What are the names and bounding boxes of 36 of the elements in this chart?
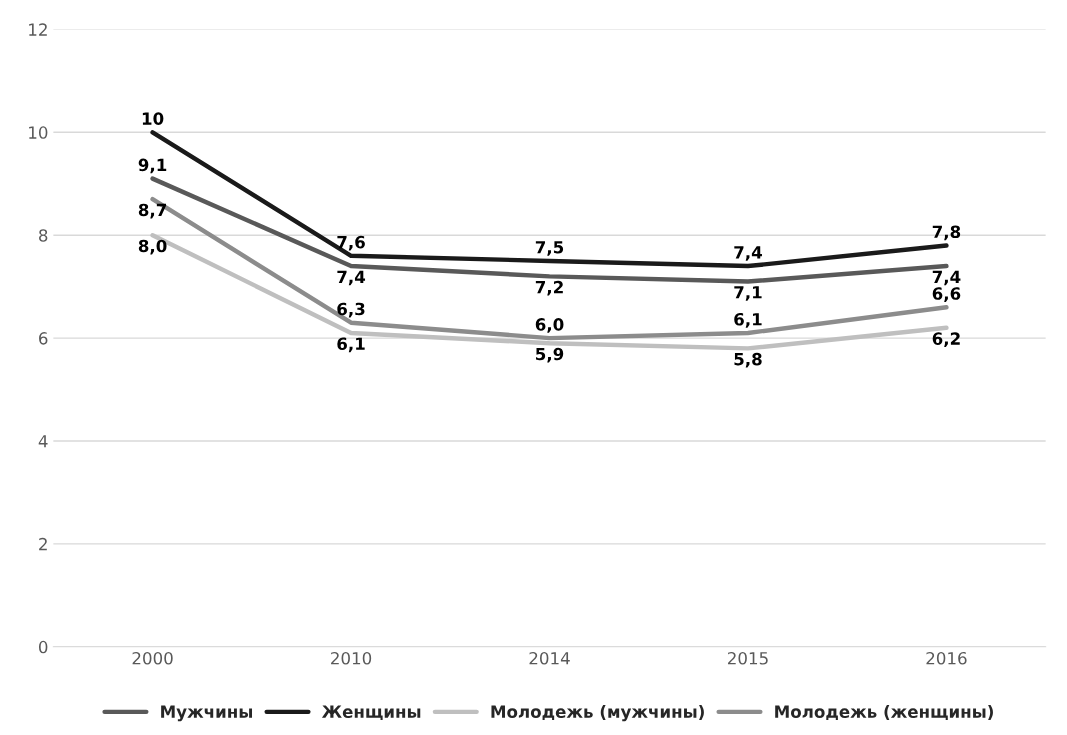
- data-label: 7,4: [932, 270, 961, 286]
- data-label: 7,1: [734, 286, 762, 301]
- data-label: 7,2: [535, 280, 563, 296]
- data-label: 7,4: [337, 270, 366, 286]
- data-label: 10: [142, 112, 164, 125]
- legend-label: Женщины: [321, 705, 421, 720]
- data-label: 9,1: [138, 158, 167, 174]
- data-label: 6,2: [932, 332, 960, 348]
- y-tick-label: 12: [29, 23, 47, 36]
- x-tick-label: 2015: [727, 651, 768, 665]
- y-tick-label: 6: [39, 332, 48, 345]
- data-label: 8,7: [138, 203, 167, 219]
- y-tick-label: 2: [39, 537, 47, 551]
- y-tick-label: 8: [39, 229, 48, 242]
- data-label: 5,9: [536, 347, 564, 363]
- y-tick-label: 4: [38, 435, 48, 448]
- x-tick-label: 2000: [132, 651, 173, 665]
- data-label: 6,3: [337, 302, 365, 318]
- y-tick-label: 10: [29, 126, 48, 139]
- x-tick-label: 2016: [926, 651, 967, 665]
- data-label: 5,8: [734, 352, 762, 368]
- data-label: 6,1: [337, 337, 365, 353]
- legend-label: Мужчины: [161, 705, 253, 722]
- data-label: 6,6: [932, 287, 961, 302]
- data-label: 7,4: [734, 246, 762, 261]
- y-tick-label: 0: [38, 640, 48, 654]
- x-tick-label: 2014: [529, 651, 570, 665]
- x-tick-label: 2010: [331, 651, 372, 665]
- data-label: 6,0: [535, 318, 564, 333]
- data-label: 7,5: [535, 241, 564, 256]
- data-label: 7,8: [932, 225, 961, 241]
- data-label: 6,1: [734, 312, 762, 328]
- data-label: 8,0: [138, 239, 167, 255]
- data-label: 7,6: [337, 235, 365, 251]
- legend-label: Молодежь (мужчины): [491, 705, 704, 722]
- legend-label: Молодежь (женщины): [775, 705, 993, 720]
